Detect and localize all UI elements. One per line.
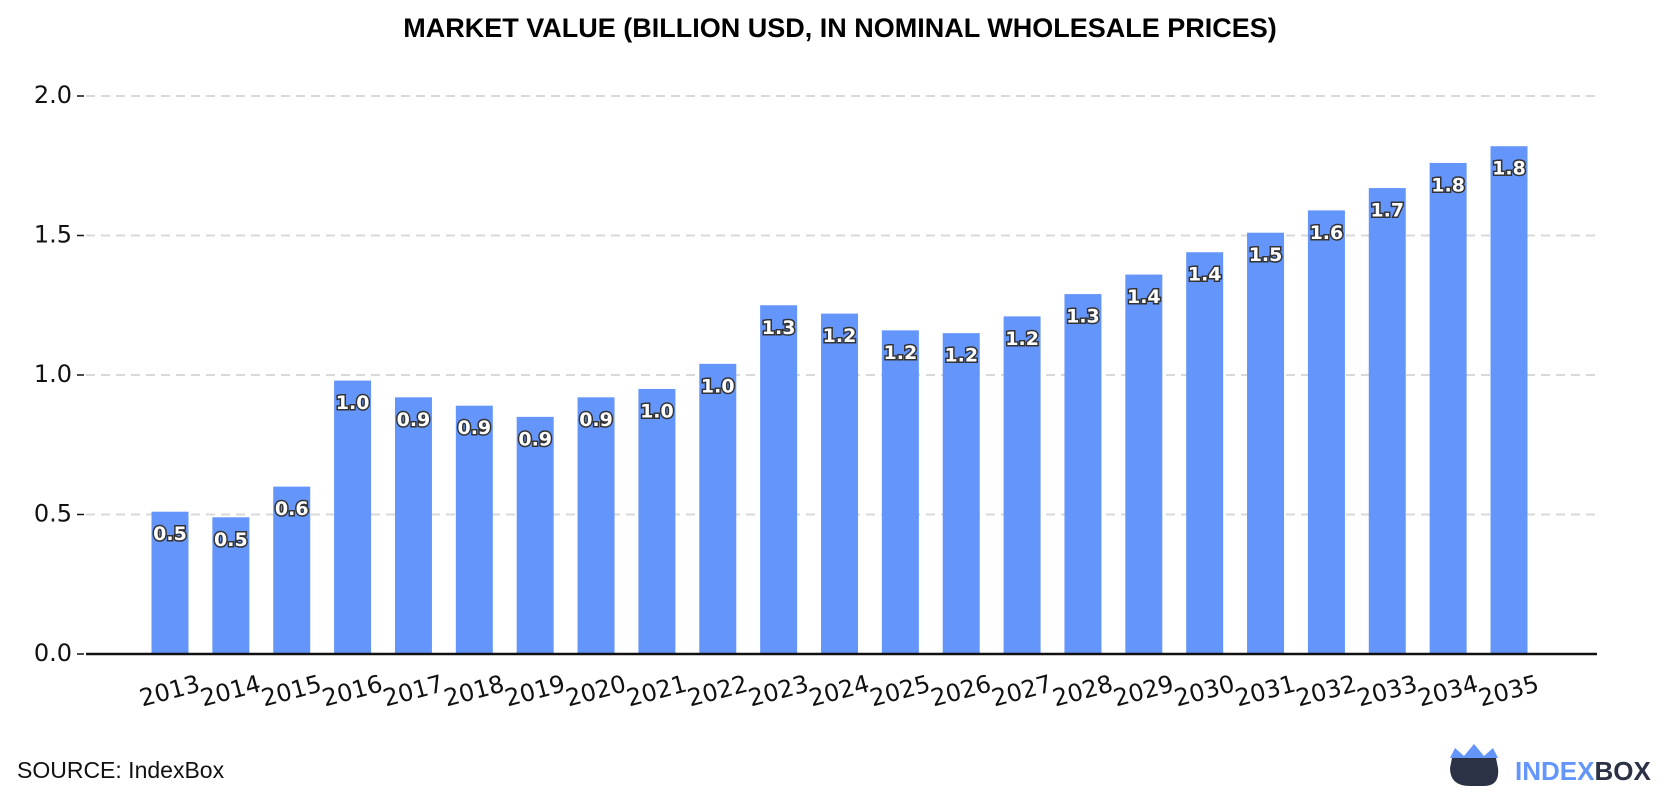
bar — [577, 397, 615, 654]
value-label: 1.0 — [336, 392, 370, 414]
x-tick-label: 2014 — [197, 670, 263, 713]
x-tick-label: 2034 — [1415, 670, 1481, 713]
bar — [881, 330, 919, 654]
value-label: 0.9 — [579, 409, 613, 431]
x-tick-label: 2023 — [745, 670, 811, 713]
y-tick-label: 1.5 — [34, 221, 72, 249]
x-tick-label: 2025 — [867, 670, 933, 713]
value-label: 1.4 — [1188, 264, 1222, 286]
value-label: 0.9 — [518, 428, 552, 450]
value-label: 1.0 — [640, 400, 674, 422]
value-label: 1.2 — [823, 325, 857, 347]
x-tick-label: 2015 — [258, 670, 324, 713]
logo-icon — [1450, 758, 1499, 786]
x-tick-label: 2032 — [1293, 670, 1359, 713]
value-label: 1.8 — [1431, 174, 1465, 196]
bar — [638, 388, 676, 654]
x-tick-label: 2035 — [1476, 670, 1542, 713]
bar — [455, 405, 493, 654]
value-label: 0.9 — [397, 409, 431, 431]
x-tick-label: 2027 — [989, 670, 1055, 713]
x-tick-label: 2031 — [1232, 670, 1298, 713]
value-label: 1.8 — [1492, 158, 1526, 180]
bar — [942, 333, 980, 654]
x-tick-label: 2017 — [380, 670, 446, 713]
bar — [1003, 316, 1041, 654]
chart-title: MARKET VALUE (BILLION USD, IN NOMINAL WH… — [403, 13, 1277, 43]
bar — [1186, 252, 1224, 655]
value-label: 1.5 — [1249, 244, 1283, 266]
bar — [821, 313, 858, 654]
value-label: 1.0 — [701, 375, 735, 397]
bar — [516, 416, 554, 654]
bar — [151, 511, 189, 654]
value-label: 0.5 — [153, 523, 187, 545]
x-tick-label: 2029 — [1110, 670, 1176, 713]
source: SOURCE: IndexBox — [17, 757, 225, 783]
y-tick-label: 0.0 — [34, 639, 72, 667]
value-label: 1.3 — [762, 317, 796, 339]
x-tick-label: 2024 — [806, 670, 872, 713]
value-label: 1.2 — [944, 345, 978, 367]
value-label: 1.4 — [1127, 286, 1161, 308]
bar — [394, 397, 432, 654]
x-tick-label: 2022 — [684, 670, 750, 713]
bar — [273, 486, 311, 654]
x-tick-label: 2018 — [441, 670, 507, 713]
bar — [1368, 188, 1406, 654]
bar — [1247, 232, 1285, 654]
x-tick-label: 2030 — [1171, 670, 1237, 713]
bar — [212, 517, 250, 654]
bar — [334, 380, 372, 654]
value-label: 1.6 — [1310, 222, 1344, 244]
logo-icon-crown — [1450, 744, 1498, 758]
x-tick-label: 2033 — [1354, 670, 1420, 713]
value-label: 0.6 — [275, 498, 309, 520]
logo: INDEXBOX — [1450, 744, 1651, 786]
x-tick-label: 2016 — [319, 670, 385, 713]
value-label: 0.9 — [457, 417, 491, 439]
value-label: 1.3 — [1066, 306, 1100, 328]
value-label: 1.2 — [1005, 328, 1039, 350]
value-label: 1.7 — [1370, 200, 1404, 222]
logo-right: BOX — [1594, 756, 1651, 786]
y-tick-label: 1.0 — [34, 360, 72, 388]
bar — [1429, 162, 1467, 654]
logo-left: INDEX — [1515, 756, 1595, 786]
x-tick-label: 2021 — [624, 670, 690, 713]
x-tick-label: 2013 — [137, 670, 203, 713]
y-tick-label: 0.5 — [34, 500, 72, 528]
bar — [1307, 210, 1345, 654]
value-label: 0.5 — [214, 529, 248, 551]
bar — [1064, 294, 1102, 654]
x-tick-label: 2026 — [928, 670, 994, 713]
bar — [699, 363, 737, 654]
logo-text: INDEXBOX — [1515, 756, 1651, 786]
x-tick-label: 2019 — [502, 670, 568, 713]
x-tick-label: 2028 — [1050, 670, 1116, 713]
y-tick-label: 2.0 — [34, 81, 72, 109]
x-tick-label: 2020 — [563, 670, 629, 713]
bar — [1125, 274, 1163, 654]
value-label: 1.2 — [884, 342, 918, 364]
bar — [760, 305, 798, 654]
bar — [1490, 146, 1528, 654]
